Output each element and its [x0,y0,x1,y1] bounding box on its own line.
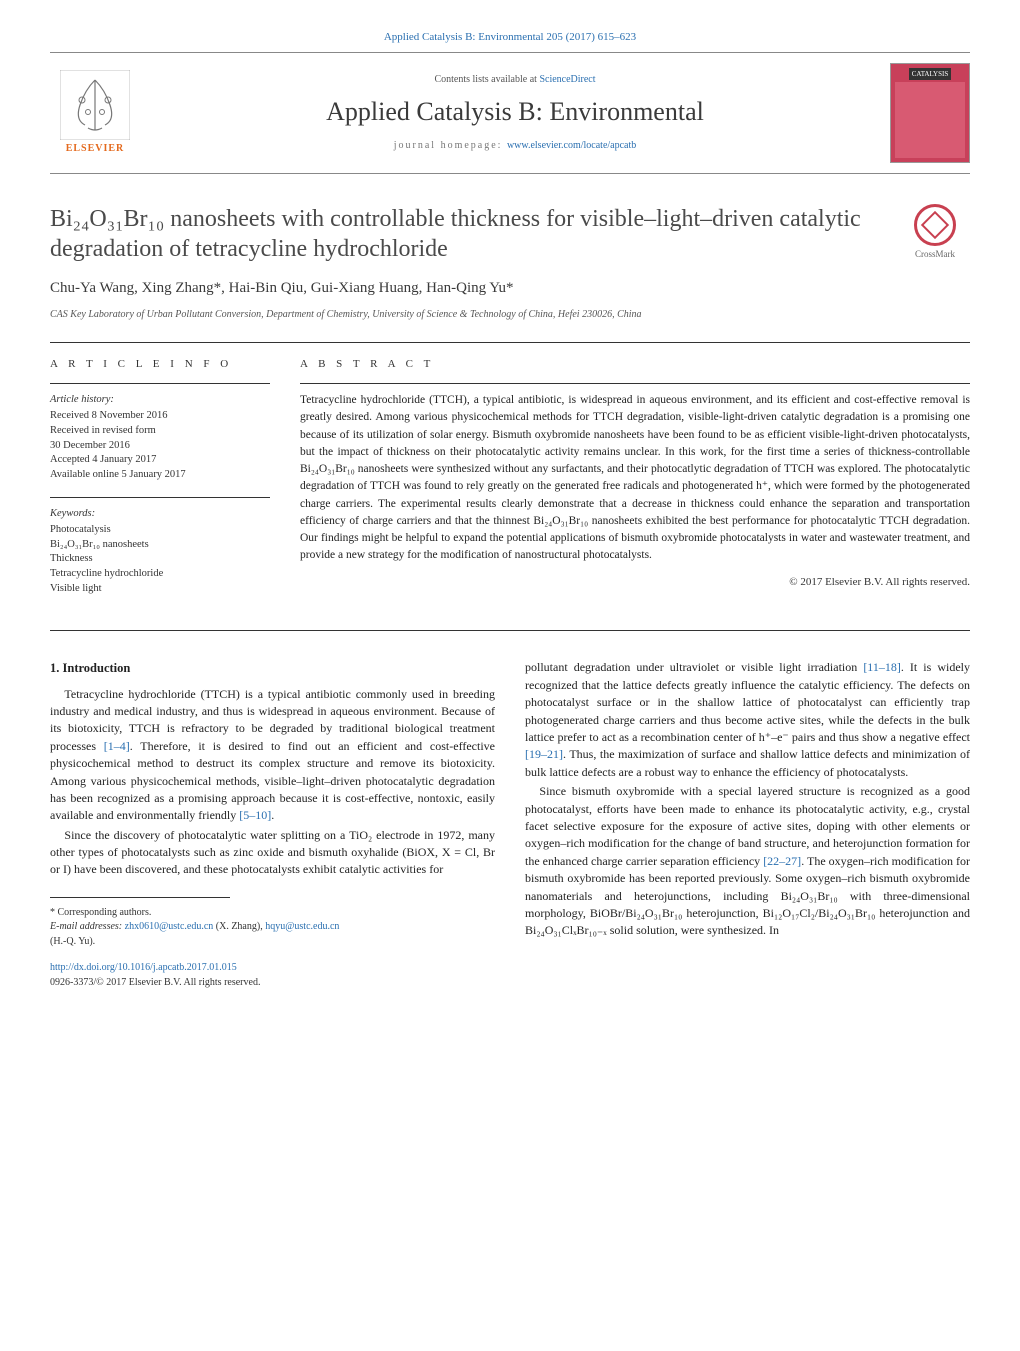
citation-link[interactable]: [22–27] [763,854,801,868]
contents-prefix: Contents lists available at [434,74,539,85]
journal-header: ELSEVIER Contents lists available at Sci… [50,52,970,174]
citation-link[interactable]: [11–18] [863,660,901,674]
keyword: Photocatalysis [50,523,270,538]
corr-label: * Corresponding authors. [50,906,495,921]
abstract-heading: A B S T R A C T [300,357,970,373]
article-title: Bi₂₄O₃₁Br₁₀ nanosheets with controllable… [50,204,900,264]
body-paragraph: Tetracycline hydrochloride (TTCH) is a t… [50,686,495,825]
citation-link[interactable]: [5–10] [239,808,271,822]
keyword: Bi₂₄O₃₁Br₁₀ nanosheets [50,538,270,553]
history-label: Article history: [50,392,270,407]
body-paragraph: Since bismuth oxybromide with a special … [525,783,970,940]
history-line: Received 8 November 2016 [50,409,270,424]
cover-body [895,82,965,158]
body-paragraph: pollutant degradation under ultraviolet … [525,659,970,781]
keyword: Visible light [50,582,270,597]
article-info-column: A R T I C L E I N F O Article history: R… [50,357,270,610]
abstract-text: Tetracycline hydrochloride (TTCH), a typ… [300,392,970,565]
doi-link[interactable]: http://dx.doi.org/10.1016/j.apcatb.2017.… [50,962,237,973]
elsevier-logo[interactable]: ELSEVIER [50,70,140,157]
header-center: Contents lists available at ScienceDirec… [140,73,890,154]
title-row: Bi₂₄O₃₁Br₁₀ nanosheets with controllable… [50,204,970,264]
homepage-line: journal homepage: www.elsevier.com/locat… [140,139,890,154]
keyword: Tetracycline hydrochloride [50,567,270,582]
journal-name: Applied Catalysis B: Environmental [140,93,890,131]
history-line: 30 December 2016 [50,439,270,454]
crossmark-badge[interactable]: CrossMark [900,204,970,261]
email-link[interactable]: hqyu@ustc.edu.cn [265,921,339,932]
corr-who: (H.-Q. Yu). [50,935,495,950]
keywords-label: Keywords: [50,506,270,521]
article-info-heading: A R T I C L E I N F O [50,357,270,373]
doi-block: http://dx.doi.org/10.1016/j.apcatb.2017.… [50,961,495,990]
body-two-column: 1. Introduction Tetracycline hydrochlori… [50,659,970,990]
email-link[interactable]: zhx0610@ustc.edu.cn [125,921,214,932]
cover-label: CATALYSIS [909,68,951,80]
article-history-block: Article history: Received 8 November 201… [50,392,270,483]
journal-reference: Applied Catalysis B: Environmental 205 (… [50,30,970,46]
crossmark-label: CrossMark [915,248,955,261]
info-abstract-block: A R T I C L E I N F O Article history: R… [50,342,970,631]
homepage-prefix: journal homepage: [394,140,507,151]
citation-link[interactable]: [1–4] [104,739,130,753]
section-heading: 1. Introduction [50,659,495,677]
affiliation: CAS Key Laboratory of Urban Pollutant Co… [50,308,970,323]
corr-emails: E-mail addresses: zhx0610@ustc.edu.cn (X… [50,920,495,935]
history-line: Accepted 4 January 2017 [50,453,270,468]
authors: Chu-Ya Wang, Xing Zhang*, Hai-Bin Qiu, G… [50,278,970,300]
history-line: Received in revised form [50,424,270,439]
sciencedirect-link[interactable]: ScienceDirect [539,74,595,85]
elsevier-tree-icon [60,70,130,140]
corresponding-author-note: * Corresponding authors. E-mail addresse… [50,906,495,950]
contents-list-line: Contents lists available at ScienceDirec… [140,73,890,88]
footnote-rule [50,897,230,898]
keyword: Thickness [50,552,270,567]
elsevier-wordmark: ELSEVIER [66,142,125,157]
abstract-copyright: © 2017 Elsevier B.V. All rights reserved… [300,575,970,591]
issn-line: 0926-3373/© 2017 Elsevier B.V. All right… [50,976,495,991]
keywords-block: Keywords: Photocatalysis Bi₂₄O₃₁Br₁₀ nan… [50,506,270,597]
journal-cover-thumbnail[interactable]: CATALYSIS [890,63,970,163]
crossmark-icon [914,204,956,246]
body-paragraph: Since the discovery of photocatalytic wa… [50,827,495,879]
history-line: Available online 5 January 2017 [50,468,270,483]
homepage-link[interactable]: www.elsevier.com/locate/apcatb [507,140,636,151]
abstract-column: A B S T R A C T Tetracycline hydrochlori… [300,357,970,610]
citation-link[interactable]: [19–21] [525,747,563,761]
